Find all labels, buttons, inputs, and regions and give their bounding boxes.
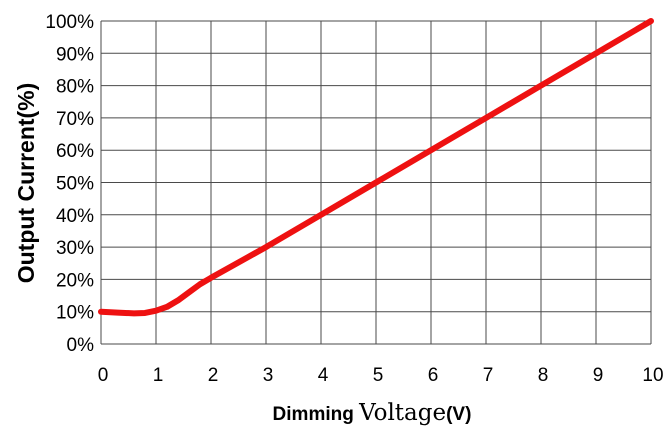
y-tick-label: 30% <box>56 238 94 259</box>
x-tick-label: 7 <box>483 365 494 386</box>
x-tick-label: 1 <box>153 365 164 386</box>
x-tick-labels: 0 1 2 3 4 5 6 7 8 9 10 <box>98 365 664 386</box>
x-axis-label: Dimming Voltage(V) <box>273 400 472 426</box>
x-tick-label: 10 <box>642 365 663 386</box>
y-tick-label: 70% <box>56 109 94 130</box>
y-tick-label: 50% <box>56 174 94 195</box>
y-tick-label: 0% <box>67 335 95 356</box>
x-tick-label: 8 <box>538 365 549 386</box>
y-tick-label: 10% <box>56 303 94 324</box>
x-tick-label: 4 <box>318 365 329 386</box>
x-tick-label: 3 <box>263 365 274 386</box>
x-axis-label-part-2: Voltage <box>358 400 446 426</box>
x-axis-label-part-3: (V) <box>446 404 471 425</box>
y-tick-label: 20% <box>56 270 94 291</box>
y-tick-label: 40% <box>56 206 94 227</box>
y-tick-label: 60% <box>56 141 94 162</box>
x-tick-label: 2 <box>208 365 219 386</box>
y-tick-label: 100% <box>45 12 94 33</box>
grid <box>100 20 652 345</box>
y-tick-labels: 0% 10% 20% 30% 40% 50% 60% 70% 80% 90% 100% <box>45 12 94 356</box>
series-line <box>98 18 654 317</box>
y-tick-label: 90% <box>56 44 94 65</box>
y-tick-label: 80% <box>56 77 94 98</box>
x-tick-label: 9 <box>593 365 604 386</box>
x-tick-label: 6 <box>428 365 439 386</box>
x-axis-label-part-1: Dimming <box>273 404 360 425</box>
x-tick-label: 0 <box>98 365 109 386</box>
x-tick-label: 5 <box>373 365 384 386</box>
y-axis-label: Output Current(%) <box>13 83 39 284</box>
